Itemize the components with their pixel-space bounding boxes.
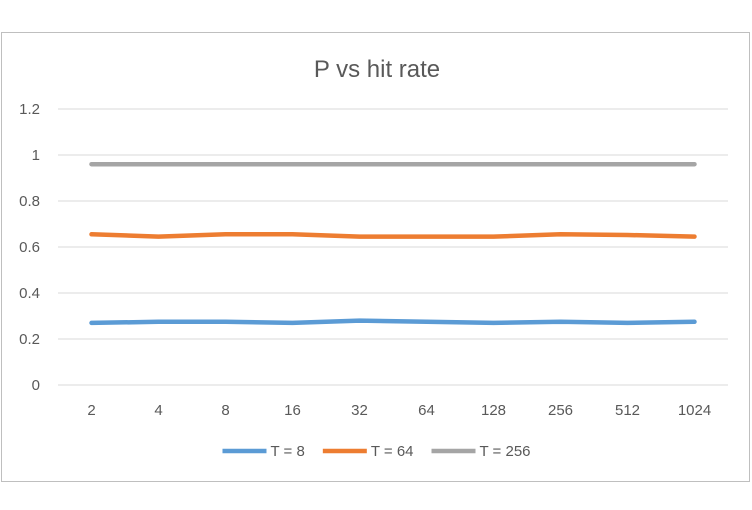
gridlines [58, 108, 728, 386]
x-axis-tick-labels: 2 4 8 16 32 64 128 256 512 1024 [87, 402, 711, 419]
x-tick-label: 16 [284, 402, 301, 419]
series-lines [89, 161, 697, 326]
chart-area: P vs hit rate 0 0.2 0.4 0.6 0.8 1 1.2 2 4 8 16 32 6… [1, 32, 750, 482]
y-tick-label: 0.4 [19, 285, 40, 302]
legend: T = 8 T = 64 T = 256 [222, 443, 531, 460]
x-tick-label: 32 [351, 402, 368, 419]
x-tick-label: 1024 [678, 402, 711, 419]
y-tick-label: 0.2 [19, 331, 40, 348]
y-axis-tick-labels: 0 0.2 0.4 0.6 0.8 1 1.2 [19, 101, 40, 394]
legend-label-2: T = 64 [371, 443, 414, 460]
legend-label-1: T = 8 [270, 443, 304, 460]
line-chart: P vs hit rate 0 0.2 0.4 0.6 0.8 1 1.2 2 4 8 16 32 6… [19, 56, 728, 460]
x-tick-label: 128 [481, 402, 506, 419]
x-tick-label: 512 [615, 402, 640, 419]
series-line-1 [89, 318, 697, 326]
x-tick-label: 256 [548, 402, 573, 419]
chart-title: P vs hit rate [314, 56, 440, 83]
x-tick-label: 2 [87, 402, 95, 419]
x-tick-label: 8 [221, 402, 229, 419]
y-tick-label: 0.6 [19, 239, 40, 256]
x-tick-label: 64 [418, 402, 435, 419]
y-tick-label: 1 [32, 147, 40, 164]
series-line-2 [89, 232, 697, 239]
legend-label-3: T = 256 [480, 443, 531, 460]
x-tick-label: 4 [154, 402, 162, 419]
y-tick-label: 0 [32, 377, 40, 394]
y-tick-label: 1.2 [19, 101, 40, 118]
y-tick-label: 0.8 [19, 193, 40, 210]
